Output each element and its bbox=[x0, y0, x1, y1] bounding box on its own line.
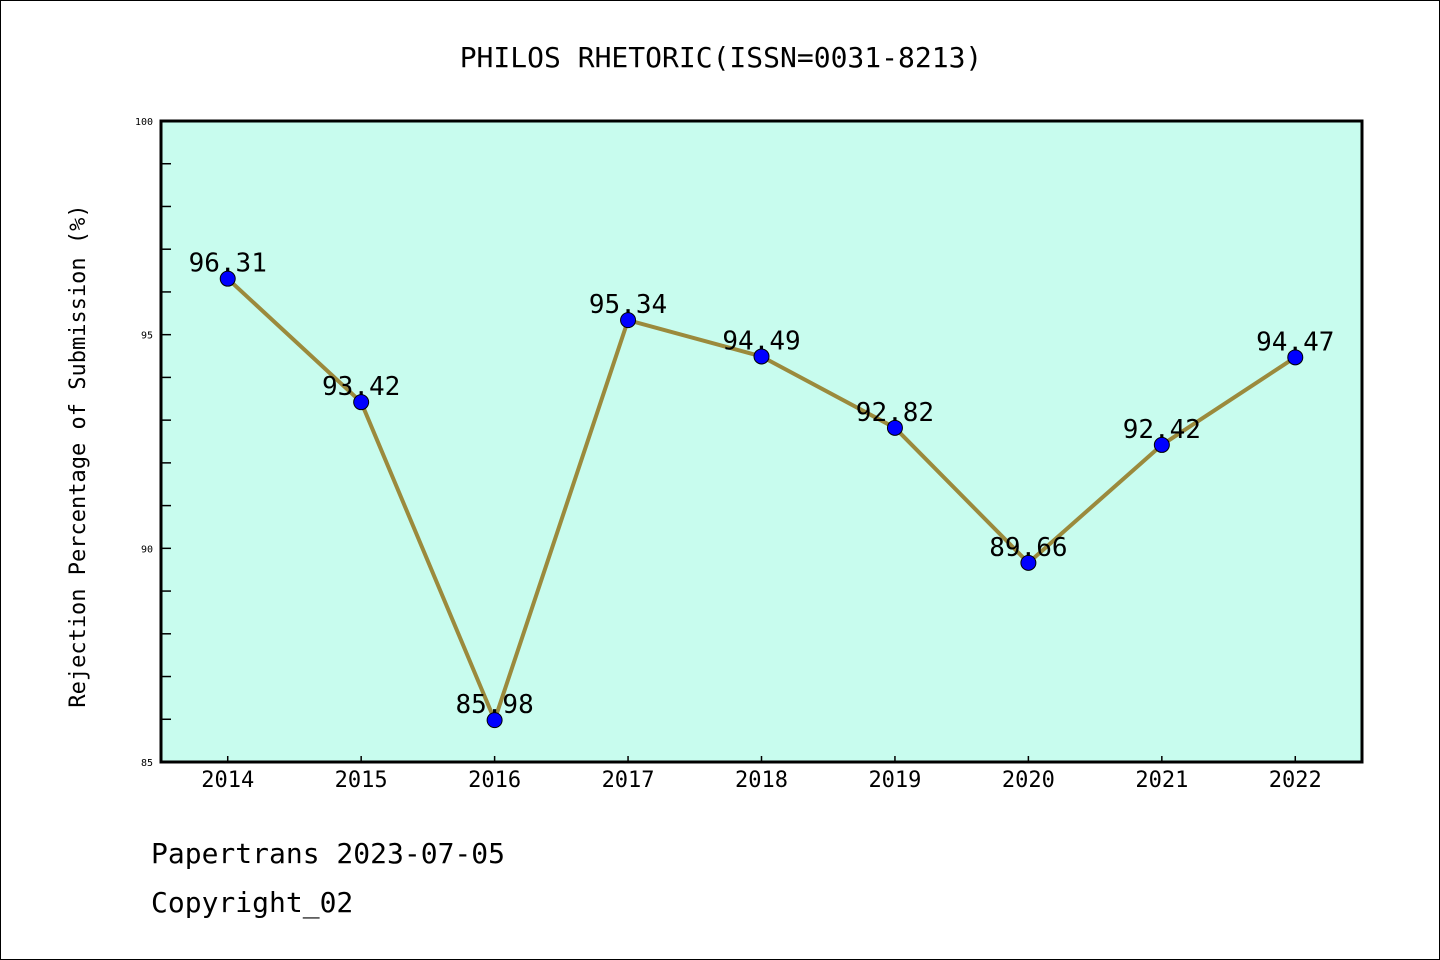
x-tick-label: 2018 bbox=[735, 768, 788, 793]
data-label: 93.42 bbox=[322, 372, 400, 402]
data-point bbox=[1287, 349, 1304, 366]
data-label: 92.42 bbox=[1123, 415, 1201, 445]
data-point bbox=[620, 312, 637, 329]
data-label: 94.49 bbox=[722, 326, 800, 356]
data-label: 85.98 bbox=[455, 690, 533, 720]
data-label: 96.31 bbox=[189, 249, 267, 279]
x-tick-label: 2020 bbox=[1002, 768, 1055, 793]
footer-date: Papertrans 2023-07-05 bbox=[151, 837, 506, 870]
y-tick-label: 90 bbox=[141, 544, 153, 555]
data-point bbox=[353, 394, 370, 411]
x-tick-label: 2021 bbox=[1135, 768, 1188, 793]
data-label: 95.34 bbox=[589, 290, 667, 320]
x-tick-label: 2015 bbox=[335, 768, 388, 793]
data-point bbox=[886, 419, 903, 436]
data-point bbox=[753, 348, 770, 365]
chart-title: PHILOS RHETORIC(ISSN=0031-8213) bbox=[460, 41, 983, 74]
data-point bbox=[486, 712, 503, 729]
x-tick-label: 2016 bbox=[468, 768, 521, 793]
y-tick-label: 100 bbox=[135, 117, 153, 128]
x-tick-label: 2022 bbox=[1269, 768, 1322, 793]
y-tick-label: 95 bbox=[141, 331, 153, 342]
y-axis-label: Rejection Percentage of Submission (%) bbox=[66, 204, 91, 707]
x-tick-label: 2017 bbox=[602, 768, 655, 793]
x-tick-label: 2014 bbox=[201, 768, 254, 793]
data-label: 89.66 bbox=[989, 533, 1067, 563]
plot-border bbox=[159, 119, 1364, 764]
y-tick-label: 85 bbox=[141, 758, 153, 769]
data-point bbox=[1020, 554, 1037, 571]
data-point bbox=[219, 270, 236, 287]
x-tick-label: 2019 bbox=[868, 768, 921, 793]
data-label: 94.47 bbox=[1256, 327, 1334, 357]
footer-copyright: Copyright_02 bbox=[151, 886, 354, 919]
data-label: 92.82 bbox=[856, 398, 934, 428]
data-point bbox=[1153, 436, 1170, 453]
